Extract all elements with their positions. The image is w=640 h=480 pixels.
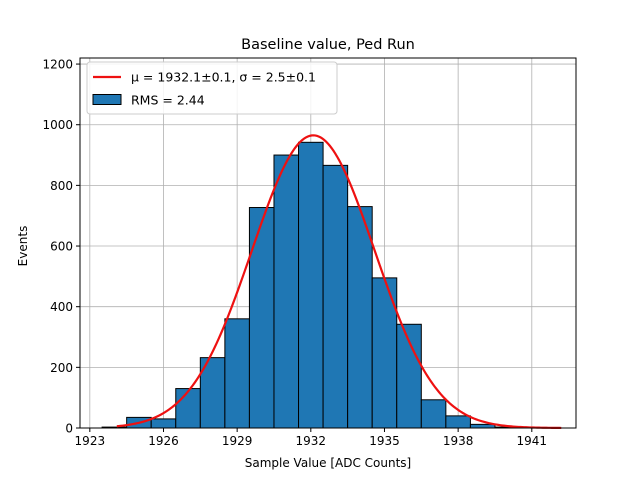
histogram-bar — [224, 318, 250, 429]
y-tick-label: 800 — [50, 179, 73, 193]
y-tick-label: 1000 — [42, 118, 73, 132]
chart-title: Baseline value, Ped Run — [241, 37, 415, 53]
y-tick-label: 600 — [50, 240, 73, 254]
y-axis-label: Events — [16, 226, 30, 267]
histogram-bar — [347, 206, 373, 429]
histogram-bar — [445, 415, 471, 429]
histogram-bar — [150, 418, 177, 429]
x-tick-label: 1935 — [369, 434, 400, 448]
legend-box — [86, 61, 338, 115]
x-tick-label: 1932 — [296, 434, 327, 448]
x-tick-label: 1929 — [222, 434, 253, 448]
legend-histogram-label: RMS = 2.44 — [131, 93, 205, 108]
histogram-bar — [322, 164, 349, 429]
x-tick-label: 1941 — [517, 434, 548, 448]
legend-fit-label: μ = 1932.1±0.1, σ = 2.5±0.1 — [131, 70, 316, 85]
gaussian-fit-curve — [116, 134, 562, 430]
y-tick-label: 200 — [50, 361, 73, 375]
axes-frame — [79, 57, 577, 429]
histogram-bar — [273, 154, 300, 429]
legend-histogram-swatch — [92, 94, 122, 105]
x-tick-label: 1938 — [443, 434, 474, 448]
histogram-bar — [298, 141, 324, 429]
x-tick-label: 1923 — [75, 434, 106, 448]
y-tick-label: 0 — [65, 422, 73, 436]
x-tick-label: 1926 — [148, 434, 179, 448]
legend: μ = 1932.1±0.1, σ = 2.5±0.1 RMS = 2.44 — [86, 61, 338, 115]
y-axis-ticks: 0 200 400 600 800 1000 1200 — [42, 58, 80, 436]
x-axis-label: Sample Value [ADC Counts] — [245, 456, 411, 470]
y-tick-label: 1200 — [42, 58, 73, 72]
histogram-bar — [469, 423, 496, 429]
histogram-bar — [248, 207, 275, 429]
histogram-bars — [101, 141, 521, 429]
y-tick-label: 400 — [50, 300, 73, 314]
x-axis-ticks: 1923 1926 1929 1932 1935 1938 1941 — [75, 428, 548, 448]
histogram-bar — [175, 388, 201, 429]
histogram-bar — [420, 399, 447, 429]
